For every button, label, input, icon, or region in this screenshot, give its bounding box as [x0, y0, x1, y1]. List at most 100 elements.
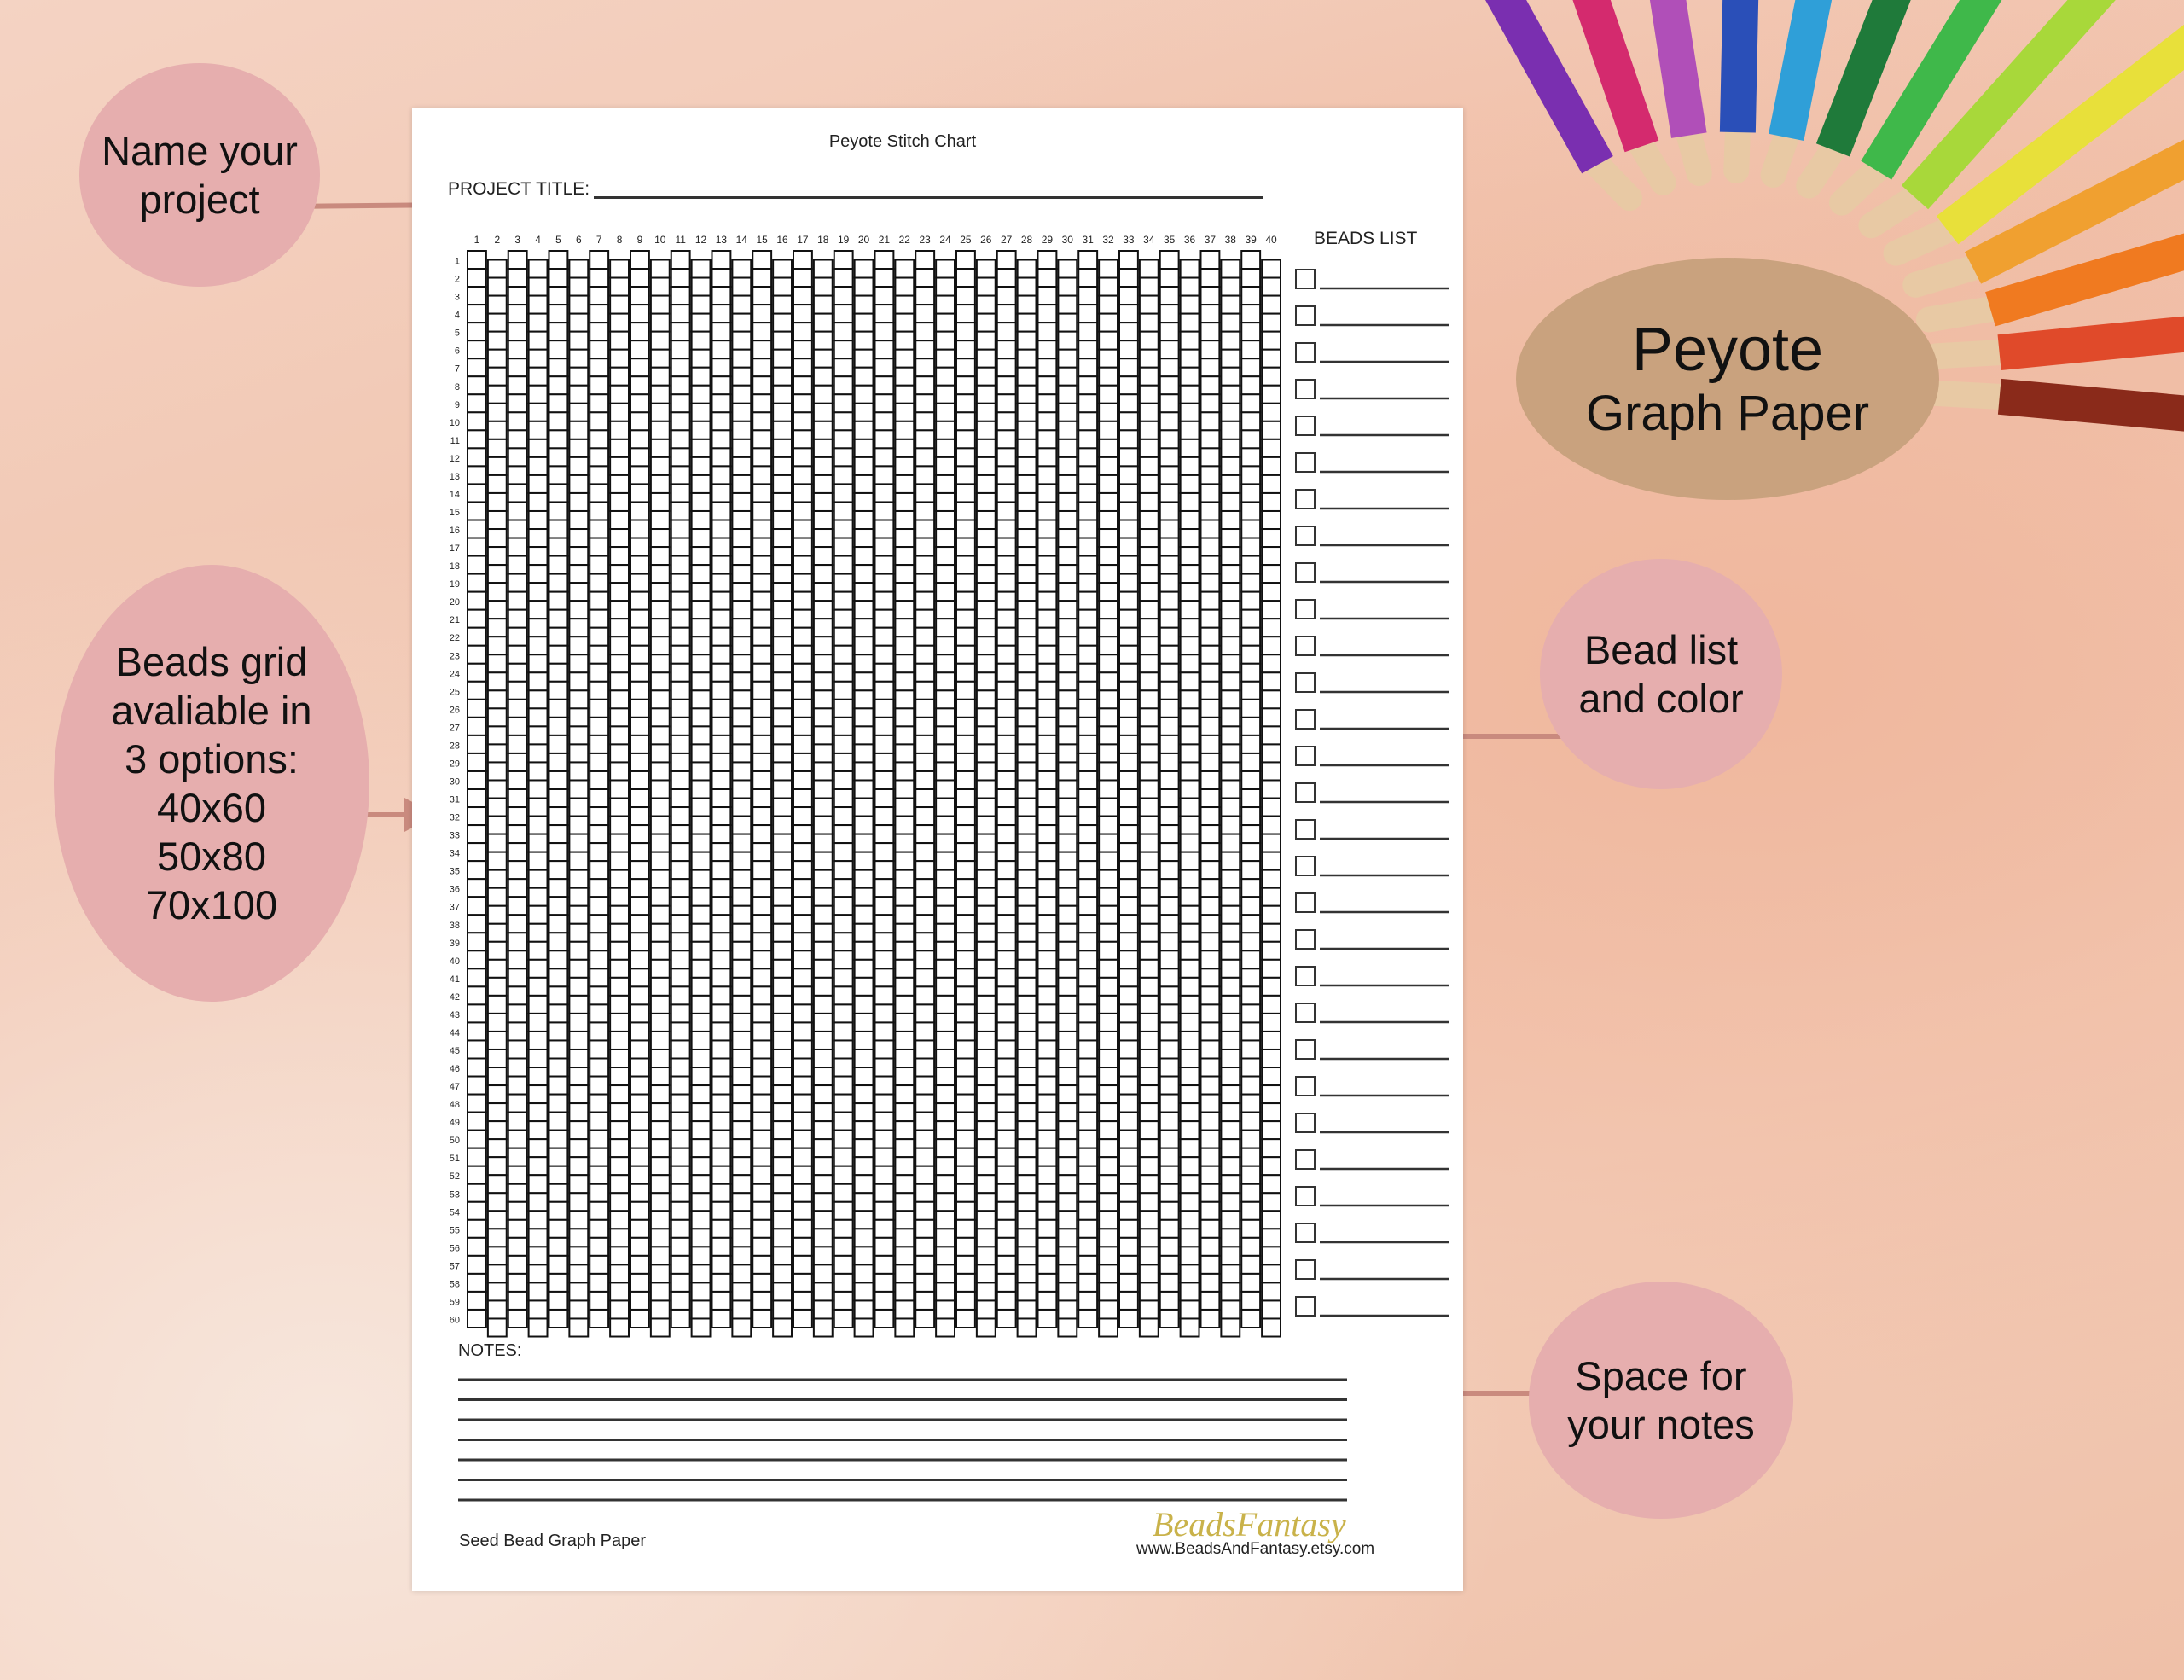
bead-cell[interactable] [568, 958, 590, 979]
bead-cell[interactable] [1220, 528, 1241, 549]
bead-cell[interactable] [731, 976, 752, 997]
bead-cell[interactable] [1037, 716, 1058, 736]
bead-cell[interactable] [507, 1057, 528, 1078]
bead-cell[interactable] [1199, 1057, 1221, 1078]
bead-cell[interactable] [649, 312, 671, 333]
bead-cell[interactable] [975, 1228, 996, 1248]
bead-cell[interactable] [568, 976, 590, 997]
bead-cell[interactable] [833, 878, 854, 898]
bead-cell[interactable] [1057, 815, 1078, 835]
bead-cell[interactable] [1199, 914, 1221, 934]
bead-cell[interactable] [1016, 456, 1037, 476]
bead-cell[interactable] [915, 322, 936, 342]
bead-cell[interactable] [812, 276, 834, 297]
bead-cell[interactable] [548, 878, 569, 898]
bead-cell[interactable] [1037, 250, 1058, 270]
bead-cell[interactable] [874, 644, 895, 665]
bead-cell[interactable] [649, 671, 671, 692]
bead-cell[interactable] [853, 438, 874, 458]
bead-cell[interactable] [1098, 958, 1118, 979]
bead-cell[interactable] [630, 842, 650, 863]
bead-cell[interactable] [609, 671, 630, 692]
bead-cell[interactable] [690, 509, 712, 531]
bead-cell[interactable] [1037, 555, 1058, 575]
bead-cell[interactable] [874, 1039, 895, 1060]
bead-cell[interactable] [568, 689, 590, 710]
bead-cell[interactable] [1077, 1003, 1099, 1024]
bead-cell[interactable] [670, 1075, 691, 1096]
bead-cell[interactable] [793, 1165, 813, 1185]
bead-cell[interactable] [996, 950, 1017, 970]
bead-cell[interactable] [956, 950, 976, 970]
bead-cell[interactable] [649, 636, 671, 656]
bead-cell[interactable] [507, 824, 528, 845]
bead-cell[interactable] [568, 1317, 590, 1338]
bead-cell[interactable] [507, 1075, 528, 1096]
bead-cell[interactable] [568, 1030, 590, 1050]
bead-cell[interactable] [996, 1129, 1017, 1149]
bead-cell[interactable] [1240, 1039, 1262, 1060]
bead-cell[interactable] [1220, 474, 1241, 494]
bead-cell[interactable] [975, 259, 996, 279]
bead-cell[interactable] [467, 1254, 487, 1275]
bead-cell[interactable] [1098, 833, 1118, 853]
bead-cell[interactable] [1098, 294, 1118, 315]
bead-cell[interactable] [1016, 546, 1037, 567]
bead-cell[interactable] [935, 491, 956, 512]
bead-cell[interactable] [1037, 1003, 1058, 1024]
bead-cell[interactable] [793, 968, 813, 988]
bead-cell[interactable] [894, 546, 915, 567]
bead-cell[interactable] [1077, 1129, 1099, 1149]
bead-cell[interactable] [935, 1282, 956, 1302]
bead-cell[interactable] [711, 501, 732, 521]
bead-cell[interactable] [1199, 447, 1221, 468]
bead-cell[interactable] [975, 654, 996, 674]
bead-cell[interactable] [649, 887, 671, 907]
bead-cell[interactable] [1159, 447, 1180, 468]
bead-cell[interactable] [996, 304, 1017, 324]
bead-cell[interactable] [1261, 474, 1281, 494]
bead-cell[interactable] [1037, 968, 1058, 988]
bead-cell[interactable] [589, 698, 610, 718]
bead-cell[interactable] [772, 1030, 793, 1050]
bead-color-checkbox[interactable] [1295, 416, 1316, 436]
bead-cell[interactable] [548, 393, 569, 414]
bead-cell[interactable] [1057, 402, 1078, 422]
bead-cell[interactable] [1037, 322, 1058, 342]
bead-cell[interactable] [1199, 537, 1221, 557]
bead-cell[interactable] [833, 806, 854, 827]
bead-cell[interactable] [527, 564, 549, 584]
bead-cell[interactable] [935, 707, 956, 728]
bead-cell[interactable] [935, 1030, 956, 1050]
bead-cell[interactable] [486, 833, 508, 853]
bead-cell[interactable] [609, 833, 630, 853]
bead-cell[interactable] [894, 725, 915, 746]
bead-cell[interactable] [1098, 366, 1118, 387]
bead-cell[interactable] [486, 1299, 508, 1320]
bead-cell[interactable] [1016, 815, 1037, 835]
bead-cell[interactable] [1057, 1030, 1078, 1050]
bead-cell[interactable] [1016, 1264, 1037, 1284]
bead-cell[interactable] [956, 932, 976, 952]
bead-color-checkbox[interactable] [1295, 489, 1316, 509]
bead-cell[interactable] [1159, 626, 1180, 647]
bead-cell[interactable] [772, 456, 793, 476]
bead-cell[interactable] [1098, 528, 1118, 549]
bead-cell[interactable] [935, 725, 956, 746]
bead-cell[interactable] [772, 797, 793, 817]
bead-cell[interactable] [1016, 851, 1037, 871]
bead-cell[interactable] [894, 1299, 915, 1320]
bead-cell[interactable] [793, 950, 813, 970]
bead-cell[interactable] [894, 1246, 915, 1266]
bead-cell[interactable] [670, 1021, 691, 1042]
bead-cell[interactable] [609, 797, 630, 817]
bead-cell[interactable] [589, 1021, 610, 1042]
bead-cell[interactable] [1261, 797, 1281, 817]
bead-cell[interactable] [548, 286, 569, 306]
bead-cell[interactable] [935, 294, 956, 315]
bead-cell[interactable] [589, 860, 610, 881]
bead-cell[interactable] [1138, 940, 1159, 961]
bead-cell[interactable] [935, 384, 956, 404]
bead-cell[interactable] [935, 312, 956, 333]
bead-cell[interactable] [1199, 968, 1221, 988]
